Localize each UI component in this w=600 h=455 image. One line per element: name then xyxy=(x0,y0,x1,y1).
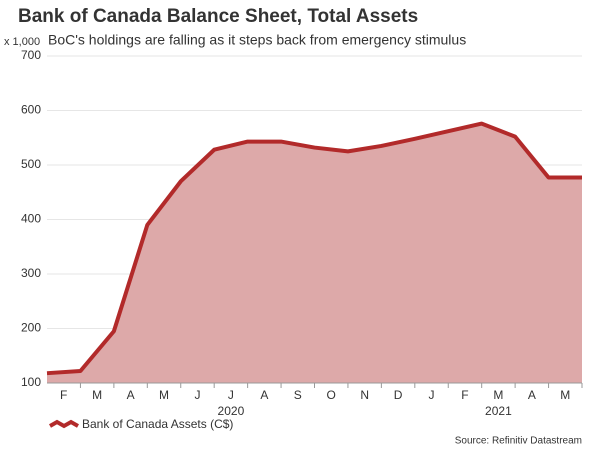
x-tick-label: A xyxy=(260,388,268,402)
x-tick-label: F xyxy=(461,388,468,402)
x-tick-label: M xyxy=(92,388,102,402)
x-tick-label: M xyxy=(159,388,169,402)
chart-title: Bank of Canada Balance Sheet, Total Asse… xyxy=(18,6,418,27)
x-tick-label: J xyxy=(194,388,200,402)
chart-subtitle: BoC's holdings are falling as it steps b… xyxy=(48,32,466,48)
y-tick-label: 200 xyxy=(21,321,41,335)
x-tick-label: M xyxy=(560,388,570,402)
x-tick-label: J xyxy=(429,388,435,402)
y-tick-label: 400 xyxy=(21,212,41,226)
legend-swatch xyxy=(49,419,79,429)
y-tick-label: 700 xyxy=(21,48,41,62)
x-tick-label: S xyxy=(294,388,302,402)
x-tick-label: A xyxy=(127,388,135,402)
x-tick-label: J xyxy=(228,388,234,402)
x-tick-label: D xyxy=(394,388,403,402)
source: Source: Refinitiv Datastream xyxy=(455,436,582,447)
y-tick-label: 500 xyxy=(21,157,41,171)
x-tick-label: A xyxy=(528,388,536,402)
x-tick-label: O xyxy=(327,388,336,402)
line xyxy=(46,121,582,376)
legend-label: Bank of Canada Assets (C$) xyxy=(82,417,233,431)
area xyxy=(47,123,582,383)
x-tick-label: F xyxy=(60,388,67,402)
year-label: 2021 xyxy=(485,404,512,418)
y-tick-label: 600 xyxy=(21,103,41,117)
x-tick-label: N xyxy=(360,388,369,402)
x-tick-label: M xyxy=(493,388,503,402)
y-tick-label: 300 xyxy=(21,266,41,280)
y-unit: x 1,000 xyxy=(4,36,40,48)
y-tick-label: 100 xyxy=(21,375,41,389)
year-label: 2020 xyxy=(218,404,245,418)
